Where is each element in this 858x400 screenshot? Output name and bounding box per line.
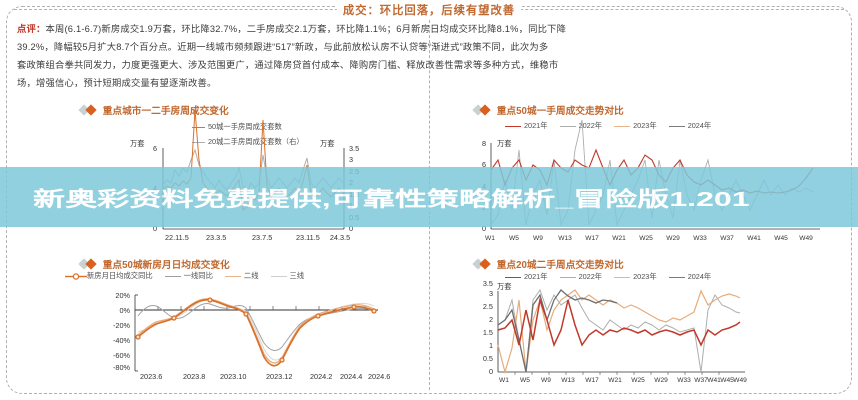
- svg-text:2: 2: [489, 315, 493, 324]
- svg-text:2.5: 2.5: [483, 302, 493, 311]
- svg-text:0: 0: [489, 367, 493, 376]
- svg-text:W37: W37: [694, 377, 708, 384]
- svg-text:3.5: 3.5: [483, 279, 493, 288]
- svg-text:W41: W41: [707, 377, 721, 384]
- svg-text:0.5: 0.5: [483, 354, 493, 363]
- svg-text:1.5: 1.5: [483, 328, 493, 337]
- svg-text:W21: W21: [608, 377, 622, 384]
- svg-text:3: 3: [489, 289, 493, 298]
- svg-text:W49: W49: [733, 377, 747, 384]
- svg-text:W45: W45: [720, 377, 734, 384]
- svg-text:W29: W29: [654, 377, 668, 384]
- svg-text:W5: W5: [520, 377, 530, 384]
- svg-text:W17: W17: [585, 377, 599, 384]
- svg-text:W33: W33: [677, 377, 691, 384]
- svg-text:W25: W25: [631, 377, 645, 384]
- svg-text:W13: W13: [561, 377, 575, 384]
- svg-text:W9: W9: [541, 377, 551, 384]
- svg-text:1: 1: [489, 341, 493, 350]
- svg-text:W1: W1: [499, 377, 509, 384]
